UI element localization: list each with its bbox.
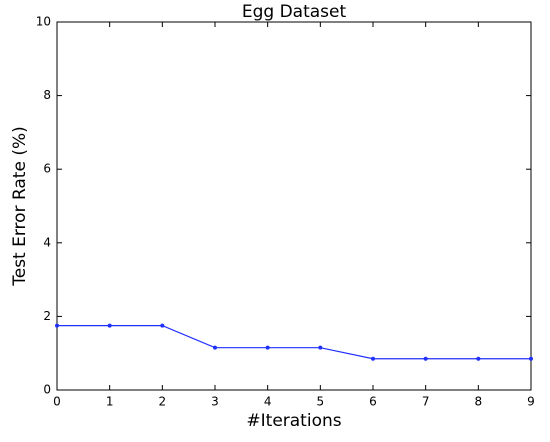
y-tick-label: 4 <box>43 235 51 249</box>
point <box>55 323 59 328</box>
point <box>371 356 375 361</box>
x-tick-label: 7 <box>422 395 430 409</box>
y-tick-label: 0 <box>43 383 51 397</box>
x-tick-label: 8 <box>475 395 483 409</box>
point <box>318 345 323 350</box>
point <box>160 323 165 328</box>
x-tick-label: 4 <box>264 395 272 409</box>
chart-title: Egg Dataset <box>242 2 347 22</box>
point <box>423 356 428 361</box>
x-tick-label: 2 <box>159 395 167 409</box>
series-line <box>57 325 531 360</box>
x-tick-label: 6 <box>369 395 377 409</box>
y-tick-label: 8 <box>43 88 51 102</box>
x-axis-label: #Iterations <box>246 411 341 431</box>
x-tick-label: 3 <box>211 395 219 409</box>
x-tick-label: 0 <box>53 395 61 409</box>
x-tick-label: 9 <box>527 395 535 409</box>
point <box>476 356 481 361</box>
y-tick-label: 10 <box>36 15 51 29</box>
point <box>213 345 217 350</box>
point <box>107 323 112 328</box>
plot-frame <box>56 21 532 391</box>
point <box>529 356 533 361</box>
point <box>265 345 270 350</box>
x-tick-label: 1 <box>106 395 114 409</box>
y-axis-label: Test Error Rate (%) <box>10 126 30 287</box>
x-tick-label: 5 <box>317 395 325 409</box>
y-tick-label: 2 <box>43 309 51 323</box>
y-tick-label: 6 <box>43 162 51 176</box>
